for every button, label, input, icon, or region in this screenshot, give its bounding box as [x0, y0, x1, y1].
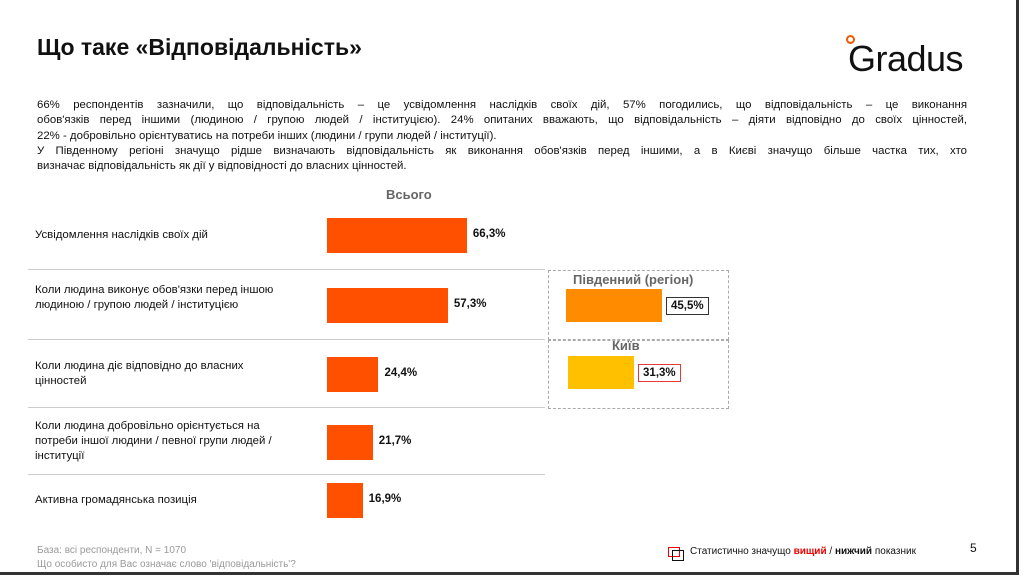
- intro-line: обов'язків перед іншими (людиною / групо…: [37, 114, 967, 127]
- value-label: 57,3%: [453, 298, 487, 310]
- region-title: Південний (регіон): [573, 272, 694, 287]
- category-label: Коли людина добровільно орієнтується на …: [35, 420, 272, 462]
- category-label: Коли людина виконує обов'язки перед іншо…: [35, 283, 274, 311]
- legend-sep: /: [826, 546, 835, 557]
- chart-title: Всього: [386, 187, 432, 202]
- legend-low: нижчий: [834, 546, 873, 557]
- region-box-kyiv: [548, 340, 729, 409]
- region-value: 45,5%: [666, 297, 709, 315]
- legend-prefix: Статистично значущо: [690, 546, 794, 557]
- significance-legend: Статистично значущо вищий / нижчий показ…: [690, 546, 916, 557]
- row-separator: [28, 270, 545, 340]
- logo-text: Gradus: [848, 38, 964, 79]
- region-value: 31,3%: [638, 364, 681, 382]
- page-number: 5: [970, 541, 977, 555]
- intro-line: визначає відповідальність як дії у відпо…: [37, 160, 407, 173]
- row-separator: [28, 200, 545, 270]
- lower-marker-icon: [672, 550, 684, 561]
- region-bar: [566, 289, 662, 322]
- value-label: 16,9%: [368, 493, 402, 505]
- intro-line: 22% - добровільно орієнтуватись на потре…: [37, 129, 497, 142]
- region-bar: [568, 356, 635, 389]
- category-label: Коли людина діє відповідно до власних ці…: [35, 360, 244, 387]
- gradus-logo: Gradus: [846, 35, 964, 80]
- value-label: 21,7%: [378, 434, 412, 447]
- value-label: 24,4%: [384, 367, 418, 379]
- base-note: База: всі респонденти, N = 1070: [37, 545, 187, 556]
- page-title: Що таке «Відповідальність»: [37, 34, 362, 60]
- intro-line: У Південному регіоні значущо рідше визна…: [37, 144, 967, 157]
- intro-line: 66% респондентів зазначили, що відповіда…: [37, 99, 967, 111]
- bar: [327, 424, 373, 460]
- row-separator: [28, 340, 545, 408]
- footnote: База: всі респонденти, N = 1070 Що особи…: [37, 544, 296, 572]
- category-label: Активна громадянська позиція: [35, 493, 197, 506]
- bar: [327, 288, 448, 323]
- intro-text: 66% респондентів зазначили, що відповіда…: [37, 98, 967, 174]
- category-label: Усвідомлення наслідків своїх дій: [35, 228, 208, 241]
- bar: [327, 218, 467, 253]
- question-note: Що особисто для Вас означає слово 'відпо…: [37, 559, 296, 570]
- legend-high: вищий: [793, 546, 827, 557]
- logo-dot-icon: [846, 35, 855, 44]
- region-title: Київ: [612, 338, 640, 353]
- bar: [327, 357, 379, 392]
- row-separator: [28, 408, 545, 475]
- bar: [327, 483, 363, 518]
- value-label: 66,3%: [472, 228, 506, 240]
- higher-marker-icon: [668, 547, 680, 557]
- legend-suffix: показник: [872, 546, 916, 557]
- region-box-south: [548, 270, 729, 340]
